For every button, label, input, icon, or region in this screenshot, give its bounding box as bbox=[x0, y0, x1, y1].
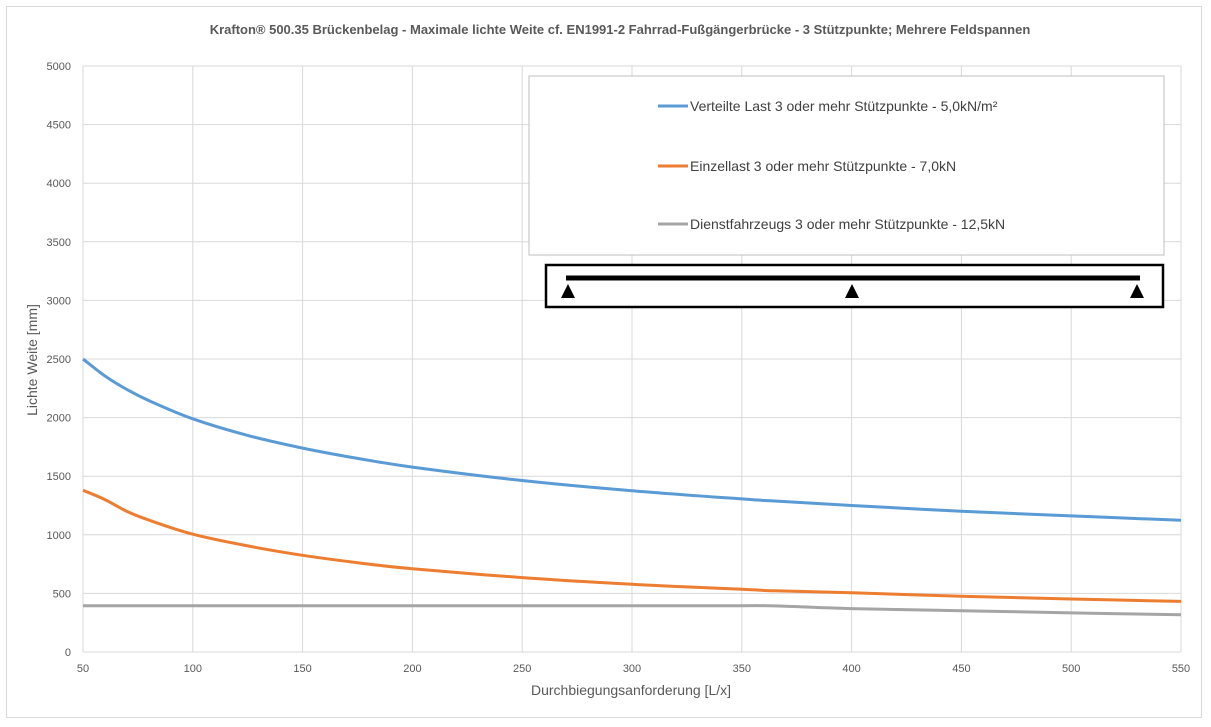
series-line-3 bbox=[83, 604, 1182, 617]
legend-item-1: Verteilte Last 3 oder mehr Stützpunkte -… bbox=[658, 98, 998, 114]
support-left-icon bbox=[561, 284, 575, 298]
x-tick-label: 450 bbox=[952, 663, 970, 675]
x-tick-label: 100 bbox=[184, 663, 202, 675]
y-tick-label: 5000 bbox=[47, 61, 71, 73]
x-tick-label: 150 bbox=[293, 663, 311, 675]
x-tick-label: 400 bbox=[842, 663, 860, 675]
y-tick-label: 0 bbox=[65, 647, 71, 659]
x-tick-label: 550 bbox=[1172, 663, 1190, 675]
y-tick-label: 2500 bbox=[47, 354, 71, 366]
x-axis-title: Durchbiegungsanforderung [L/x] bbox=[531, 682, 731, 698]
legend-label-3: Dienstfahrzeugs 3 oder mehr Stützpunkte … bbox=[690, 216, 1005, 232]
legend: Verteilte Last 3 oder mehr Stützpunkte -… bbox=[528, 75, 1165, 256]
y-tick-label: 1500 bbox=[47, 471, 71, 483]
series-line-1 bbox=[82, 357, 1182, 522]
chart-title: Krafton® 500.35 Brückenbelag - Maximale … bbox=[210, 22, 1031, 37]
x-tick-label: 200 bbox=[403, 663, 421, 675]
y-axis-ticks: 0 500 1000 1500 2000 2500 3000 3500 4000 4500 5000 bbox=[47, 61, 71, 659]
x-tick-label: 300 bbox=[623, 663, 641, 675]
y-axis-title: Lichte Weite [mm] bbox=[24, 304, 40, 416]
legend-label-1: Verteilte Last 3 oder mehr Stützpunkte -… bbox=[690, 98, 998, 114]
beam-diagram bbox=[544, 263, 1165, 309]
y-tick-label: 500 bbox=[53, 588, 71, 600]
y-tick-label: 2000 bbox=[47, 413, 71, 425]
series-lines bbox=[82, 357, 1182, 617]
y-tick-label: 4000 bbox=[47, 178, 71, 190]
legend-label-2: Einzellast 3 oder mehr Stützpunkte - 7,0… bbox=[690, 158, 956, 174]
x-tick-label: 250 bbox=[513, 663, 531, 675]
y-tick-label: 4500 bbox=[47, 120, 71, 132]
x-tick-label: 500 bbox=[1062, 663, 1080, 675]
y-tick-label: 3500 bbox=[47, 237, 71, 249]
support-right-icon bbox=[1130, 284, 1144, 298]
legend-box bbox=[528, 75, 1165, 256]
x-tick-label: 350 bbox=[733, 663, 751, 675]
y-tick-label: 1000 bbox=[47, 530, 71, 542]
legend-item-2: Einzellast 3 oder mehr Stützpunkte - 7,0… bbox=[658, 158, 956, 174]
support-middle-icon bbox=[845, 284, 859, 298]
beam-diagram-frame bbox=[544, 263, 1165, 309]
legend-item-3: Dienstfahrzeugs 3 oder mehr Stützpunkte … bbox=[658, 216, 1005, 232]
series-line-2 bbox=[82, 488, 1182, 603]
x-tick-label: 50 bbox=[77, 663, 89, 675]
y-tick-label: 3000 bbox=[47, 295, 71, 307]
x-axis-ticks: 50 100 150 200 250 300 350 400 450 500 550 bbox=[77, 663, 1190, 675]
